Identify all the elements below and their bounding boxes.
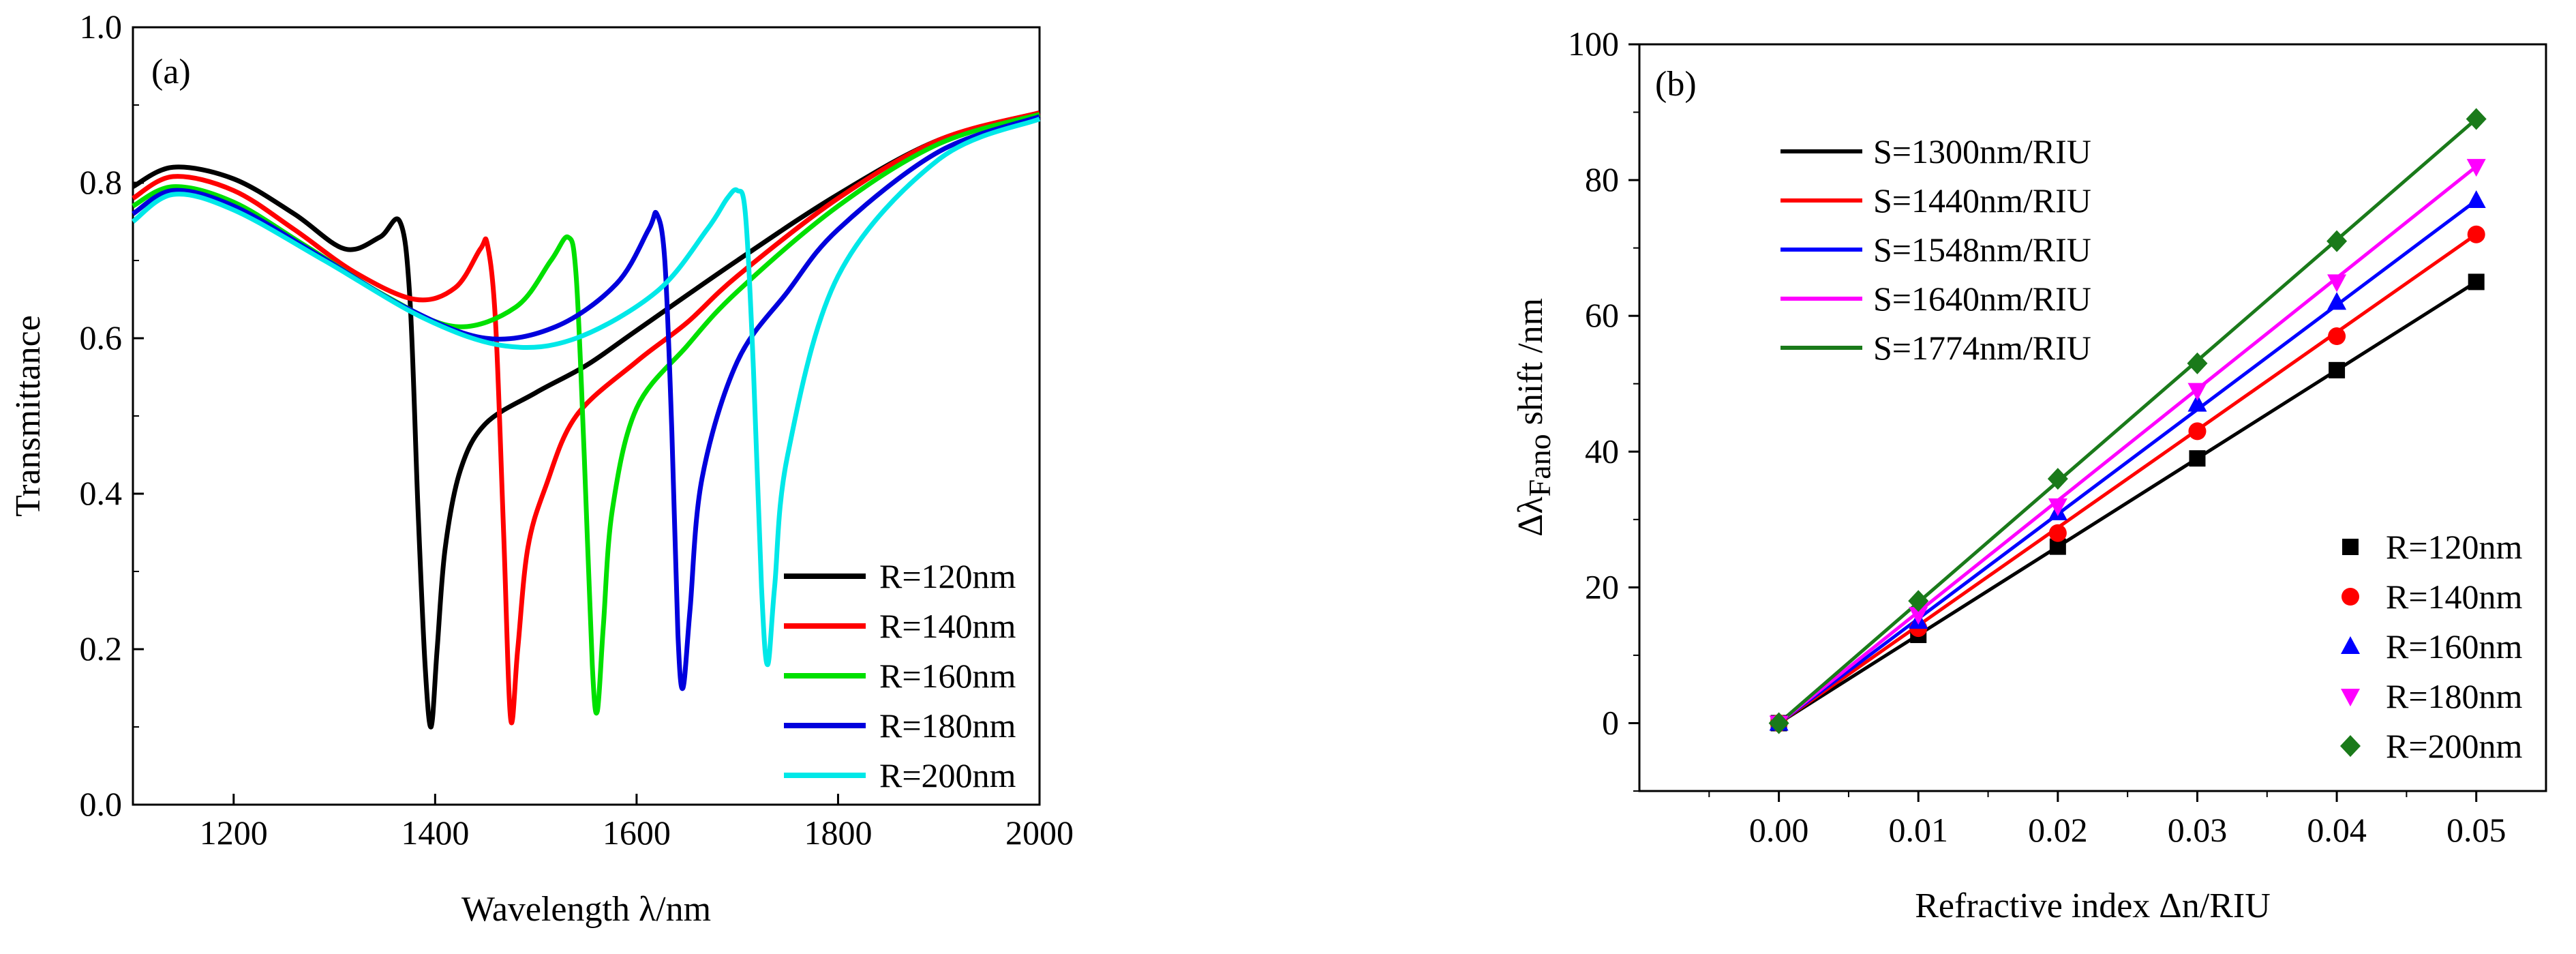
data-point-r-140nm bbox=[2048, 524, 2067, 542]
fit-legend-label-r-120nm: S=1300nm/RIU bbox=[1873, 132, 2091, 170]
y-tick-label: 0 bbox=[1602, 703, 1619, 741]
data-point-r-120nm bbox=[2329, 361, 2346, 378]
marker-legend-symbol-r-160nm bbox=[2341, 636, 2360, 654]
data-point-r-200nm bbox=[2466, 108, 2487, 130]
series-line-r-200nm bbox=[131, 117, 1041, 668]
y-axis-label-b: ΔλFano shift /nm bbox=[1511, 298, 1557, 537]
series-line-r-120nm bbox=[132, 110, 1040, 730]
x-tick-label: 0.02 bbox=[2028, 811, 2088, 849]
fit-legend-label-r-200nm: S=1774nm/RIU bbox=[1873, 329, 2091, 367]
data-point-r-180nm bbox=[2187, 383, 2207, 401]
marker-legend-label-r-120nm: R=120nm bbox=[2386, 528, 2523, 566]
legend-label-r-140nm: R=140nm bbox=[879, 607, 1016, 645]
y-tick-label: 0.2 bbox=[80, 629, 123, 668]
data-point-r-160nm bbox=[2187, 393, 2207, 412]
legend-label-r-200nm: R=200nm bbox=[879, 756, 1016, 794]
x-tick-label: 2000 bbox=[1005, 814, 1074, 852]
fit-line-r-200nm bbox=[1777, 117, 2478, 725]
fit-line-r-140nm bbox=[1778, 233, 2478, 725]
fit-legend-label-r-140nm: S=1440nm/RIU bbox=[1873, 181, 2091, 220]
y-tick-label: 100 bbox=[1568, 25, 1619, 63]
y-axis-label-b-subscript: Fano bbox=[1522, 434, 1557, 496]
fit-legend-label-r-160nm: S=1548nm/RIU bbox=[1873, 230, 2091, 269]
x-tick-label: 0.04 bbox=[2307, 811, 2367, 849]
x-tick-label: 1800 bbox=[804, 814, 872, 852]
data-point-r-120nm bbox=[2468, 273, 2485, 290]
y-tick-label: 20 bbox=[1585, 567, 1619, 606]
panel-label-b: (b) bbox=[1655, 65, 1697, 104]
data-point-r-140nm bbox=[2188, 422, 2207, 441]
marker-legend-symbol-r-140nm bbox=[2342, 588, 2359, 606]
y-tick-label: 60 bbox=[1585, 296, 1619, 334]
data-point-r-200nm bbox=[1908, 590, 1929, 612]
fit-line-r-120nm bbox=[1778, 280, 2478, 725]
fit-line-r-180nm bbox=[1778, 165, 2478, 725]
data-point-r-160nm bbox=[2327, 292, 2347, 310]
y-tick-label: 0.8 bbox=[80, 163, 123, 201]
y-tick-label: 1.0 bbox=[80, 8, 123, 46]
marker-legend-symbol-r-120nm bbox=[2342, 539, 2359, 555]
marker-legend-symbol-r-200nm bbox=[2340, 735, 2361, 757]
data-point-r-120nm bbox=[2189, 450, 2206, 467]
plot-frame-b bbox=[1638, 43, 2547, 792]
marker-legend-symbol-r-180nm bbox=[2341, 689, 2360, 706]
y-tick-label: 0.4 bbox=[80, 474, 123, 512]
x-tick-label: 0.05 bbox=[2446, 811, 2506, 849]
legend-label-r-180nm: R=180nm bbox=[879, 706, 1016, 745]
sensitivity-chart: (b) 0.00 0.01 0.02 0.03 0.04 0.05 0 20 40 60 80 100… bbox=[1511, 25, 2547, 925]
x-tick-label: 0.00 bbox=[1749, 811, 1809, 849]
data-point-r-200nm bbox=[2047, 468, 2068, 490]
fit-line-r-160nm bbox=[1778, 198, 2478, 725]
y-tick-label: 40 bbox=[1585, 432, 1619, 470]
x-axis-label-b: Refractive index Δn/RIU bbox=[1915, 886, 2271, 925]
y-tick-label: 0.0 bbox=[80, 785, 123, 823]
data-point-r-180nm bbox=[1909, 607, 1928, 625]
x-tick-label: 1400 bbox=[401, 814, 469, 852]
data-point-r-140nm bbox=[2328, 327, 2346, 346]
x-tick-label: 1200 bbox=[200, 814, 268, 852]
data-point-r-200nm bbox=[2327, 230, 2348, 252]
legend-label-r-160nm: R=160nm bbox=[879, 657, 1016, 695]
x-axis-label-a: Wavelength λ/nm bbox=[461, 890, 711, 929]
y-tick-label: 0.6 bbox=[80, 318, 123, 357]
transmittance-chart: (a) 1200 1400 1600 1800 2000 0.0 0.2 0.4 0.6 0.8 1… bbox=[9, 8, 1074, 929]
marker-legend-label-r-200nm: R=200nm bbox=[2386, 727, 2523, 765]
data-point-r-140nm bbox=[2467, 225, 2485, 243]
marker-legend-label-r-180nm: R=180nm bbox=[2386, 677, 2523, 715]
data-point-r-180nm bbox=[2048, 498, 2067, 516]
fit-legend-label-r-180nm: S=1640nm/RIU bbox=[1873, 280, 2091, 318]
marker-legend-label-r-140nm: R=140nm bbox=[2386, 578, 2523, 616]
panel-label-a: (a) bbox=[151, 53, 191, 91]
x-tick-label: 0.01 bbox=[1888, 811, 1948, 849]
marker-legend-label-r-160nm: R=160nm bbox=[2386, 627, 2523, 666]
x-tick-label: 0.03 bbox=[2168, 811, 2228, 849]
data-point-r-180nm bbox=[2327, 274, 2347, 293]
legend-label-r-120nm: R=120nm bbox=[879, 557, 1016, 595]
x-tick-label: 1600 bbox=[603, 814, 671, 852]
data-point-r-200nm bbox=[2187, 352, 2208, 374]
data-point-r-160nm bbox=[2466, 190, 2486, 208]
y-tick-label: 80 bbox=[1585, 160, 1619, 198]
series-line-r-140nm bbox=[132, 110, 1040, 726]
data-point-r-180nm bbox=[2466, 159, 2486, 177]
data-point-r-200nm bbox=[1768, 712, 1789, 734]
y-axis-label-a: Transmittance bbox=[9, 315, 48, 517]
